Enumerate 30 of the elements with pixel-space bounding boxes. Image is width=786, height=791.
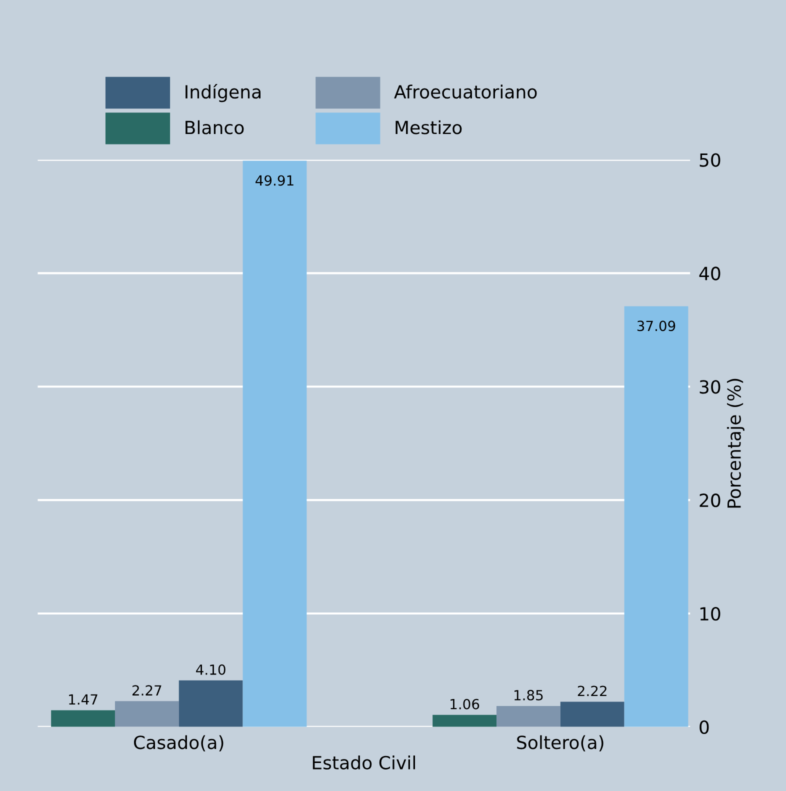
- y-tick-label: 20: [700, 494, 720, 508]
- bar: [51, 710, 115, 727]
- bar: [624, 306, 688, 727]
- x-tick-label: Soltero(a): [517, 735, 604, 752]
- legend-label: Mestizo: [396, 120, 462, 134]
- x-axis-title: Estado Civil: [312, 756, 415, 770]
- y-tick-label: 30: [700, 380, 720, 394]
- data-label: 2.22: [578, 686, 606, 696]
- legend-label: Afroecuatoriano: [394, 84, 537, 99]
- legend-label: Indígena: [186, 84, 260, 102]
- y-tick-label: 50: [700, 153, 720, 167]
- y-axis-title: Porcentaje (%): [726, 378, 744, 508]
- legend-label: Blanco: [186, 120, 244, 134]
- y-tick-label: 40: [699, 266, 720, 280]
- y-tick-label: 0: [700, 720, 709, 734]
- bar: [114, 701, 179, 727]
- data-label: 1.47: [69, 694, 98, 705]
- data-label: 2.27: [132, 685, 162, 696]
- x-tick-label: Casado(a): [134, 735, 224, 752]
- bar: [242, 160, 307, 727]
- data-label: 1.06: [450, 698, 480, 710]
- bar: [432, 714, 496, 727]
- bar: [560, 702, 624, 727]
- data-label: 49.91: [256, 175, 294, 186]
- data-label: 1.85: [514, 690, 543, 700]
- data-label: 4.10: [196, 664, 226, 675]
- bar: [178, 680, 243, 727]
- y-tick-label: 10: [700, 606, 720, 621]
- data-label: 37.09: [637, 320, 676, 332]
- bar: [496, 706, 560, 727]
